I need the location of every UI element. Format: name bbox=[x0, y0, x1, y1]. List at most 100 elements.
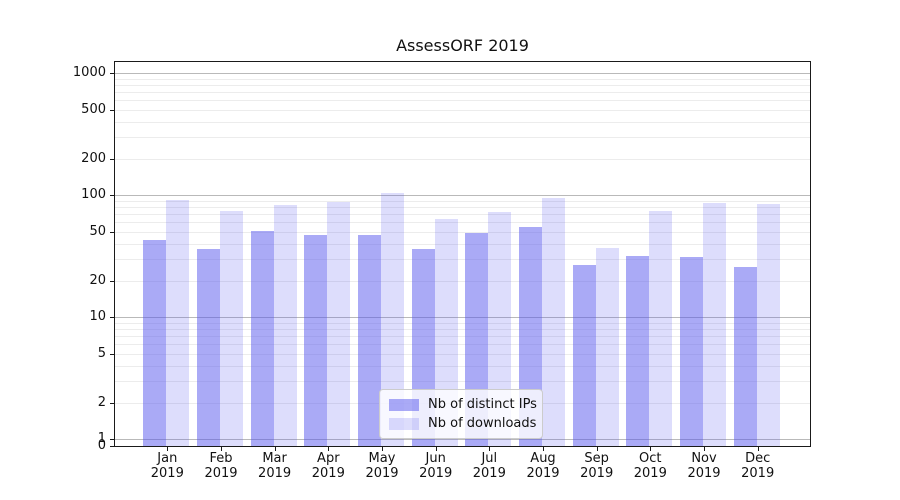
y-tick-mark bbox=[110, 354, 114, 355]
y-tick-mark bbox=[110, 195, 114, 197]
major-gridline bbox=[115, 439, 810, 441]
x-tick-mark bbox=[274, 447, 276, 451]
y-tick-mark bbox=[110, 158, 114, 160]
y-tick-label: 2 bbox=[97, 394, 106, 410]
y-tick-mark bbox=[110, 73, 114, 75]
legend: Nb of distinct IPs Nb of downloads bbox=[379, 389, 543, 439]
x-tick-label-jul-2019: Jul 2019 bbox=[472, 451, 506, 481]
minor-gridline bbox=[115, 110, 810, 111]
x-tick-label-nov-2019: Nov 2019 bbox=[687, 451, 721, 481]
minor-gridline bbox=[115, 222, 810, 224]
x-tick-mark bbox=[650, 447, 652, 451]
y-tick-label: 1000 bbox=[72, 65, 106, 81]
x-tick-mark bbox=[435, 447, 437, 451]
bar-ips-mar-2019 bbox=[250, 231, 274, 446]
y-tick-label: 1 bbox=[97, 431, 106, 447]
minor-gridline bbox=[115, 85, 810, 87]
x-tick-label-sep-2019: Sep 2019 bbox=[580, 451, 614, 481]
x-tick-mark bbox=[489, 447, 491, 451]
y-tick-label: 50 bbox=[89, 224, 106, 239]
minor-gridline bbox=[115, 200, 810, 202]
legend-swatch-distinct-ips bbox=[389, 398, 419, 411]
legend-item-downloads: Nb of downloads bbox=[389, 416, 537, 431]
y-tick-label: 5 bbox=[97, 346, 106, 361]
minor-gridline bbox=[115, 137, 810, 139]
y-tick-label: 0 bbox=[97, 438, 106, 453]
x-tick-label-feb-2019: Feb 2019 bbox=[204, 451, 238, 481]
x-tick-label-jan-2019: Jan 2019 bbox=[150, 451, 184, 481]
minor-gridline bbox=[115, 243, 810, 245]
minor-gridline bbox=[115, 92, 810, 94]
major-gridline bbox=[115, 73, 810, 75]
y-tick-mark bbox=[110, 402, 114, 404]
x-tick-mark bbox=[382, 447, 383, 451]
x-tick-mark bbox=[221, 447, 222, 451]
x-tick-label-oct-2019: Oct 2019 bbox=[633, 451, 667, 481]
minor-gridline bbox=[115, 100, 810, 102]
major-gridline bbox=[115, 195, 810, 197]
y-tick-mark bbox=[110, 439, 114, 441]
x-tick-mark bbox=[543, 447, 544, 451]
bar-ips-nov-2019 bbox=[680, 257, 703, 446]
bar-ips-dec-2019 bbox=[733, 266, 757, 446]
y-tick-mark bbox=[110, 446, 114, 447]
y-tick-label: 200 bbox=[81, 150, 106, 166]
bar-ips-apr-2019 bbox=[304, 235, 328, 446]
bar-downloads-sep-2019 bbox=[595, 248, 619, 446]
y-tick-label: 20 bbox=[89, 272, 106, 288]
bar-downloads-jan-2019 bbox=[166, 199, 190, 446]
x-tick-label-dec-2019: Dec 2019 bbox=[741, 451, 775, 481]
bar-ips-oct-2019 bbox=[626, 255, 650, 446]
minor-gridline bbox=[115, 344, 810, 346]
x-tick-mark bbox=[328, 447, 330, 451]
bar-downloads-dec-2019 bbox=[756, 203, 780, 446]
y-tick-label: 10 bbox=[89, 309, 106, 325]
minor-gridline bbox=[115, 280, 810, 282]
minor-gridline bbox=[115, 322, 810, 324]
plot-area: Nb of distinct IPs Nb of downloads bbox=[114, 61, 811, 447]
bar-downloads-jul-2019 bbox=[488, 212, 512, 446]
x-tick-mark bbox=[757, 447, 759, 451]
legend-item-distinct-ips: Nb of distinct IPs bbox=[389, 397, 537, 412]
bar-ips-feb-2019 bbox=[197, 249, 220, 446]
bar-downloads-feb-2019 bbox=[220, 210, 243, 446]
bar-downloads-aug-2019 bbox=[542, 197, 565, 446]
minor-gridline bbox=[115, 381, 810, 383]
bar-downloads-nov-2019 bbox=[703, 203, 726, 446]
x-tick-label-jun-2019: Jun 2019 bbox=[419, 451, 453, 481]
minor-gridline bbox=[115, 78, 810, 80]
bar-downloads-mar-2019 bbox=[273, 204, 297, 446]
x-tick-label-mar-2019: Mar 2019 bbox=[258, 451, 292, 481]
x-tick-mark bbox=[167, 447, 169, 451]
y-tick-mark bbox=[110, 317, 114, 319]
minor-gridline bbox=[115, 232, 810, 233]
major-gridline bbox=[115, 317, 810, 319]
chart-title: AssessORF 2019 bbox=[396, 36, 529, 55]
x-tick-mark bbox=[704, 447, 705, 451]
y-tick-label: 500 bbox=[81, 102, 106, 117]
legend-swatch-downloads bbox=[389, 417, 419, 430]
y-tick-mark bbox=[110, 280, 114, 282]
minor-gridline bbox=[115, 354, 810, 355]
bar-downloads-oct-2019 bbox=[649, 211, 673, 446]
x-tick-label-apr-2019: Apr 2019 bbox=[311, 451, 345, 481]
minor-gridline bbox=[115, 259, 810, 261]
legend-label-downloads: Nb of downloads bbox=[428, 416, 537, 431]
minor-gridline bbox=[115, 336, 810, 338]
x-tick-mark bbox=[596, 447, 598, 451]
bar-downloads-apr-2019 bbox=[327, 202, 351, 446]
y-tick-label: 100 bbox=[81, 187, 106, 203]
legend-label-distinct-ips: Nb of distinct IPs bbox=[428, 397, 537, 412]
minor-gridline bbox=[115, 214, 810, 216]
bar-ips-may-2019 bbox=[358, 235, 381, 446]
minor-gridline bbox=[115, 365, 810, 367]
minor-gridline bbox=[115, 121, 810, 123]
minor-gridline bbox=[115, 158, 810, 160]
minor-gridline bbox=[115, 207, 810, 209]
x-tick-label-may-2019: May 2019 bbox=[365, 451, 399, 481]
y-tick-mark bbox=[110, 232, 114, 233]
bar-ips-sep-2019 bbox=[572, 264, 596, 446]
bar-ips-jan-2019 bbox=[143, 240, 167, 446]
minor-gridline bbox=[115, 329, 810, 331]
bar-downloads-may-2019 bbox=[381, 192, 404, 446]
